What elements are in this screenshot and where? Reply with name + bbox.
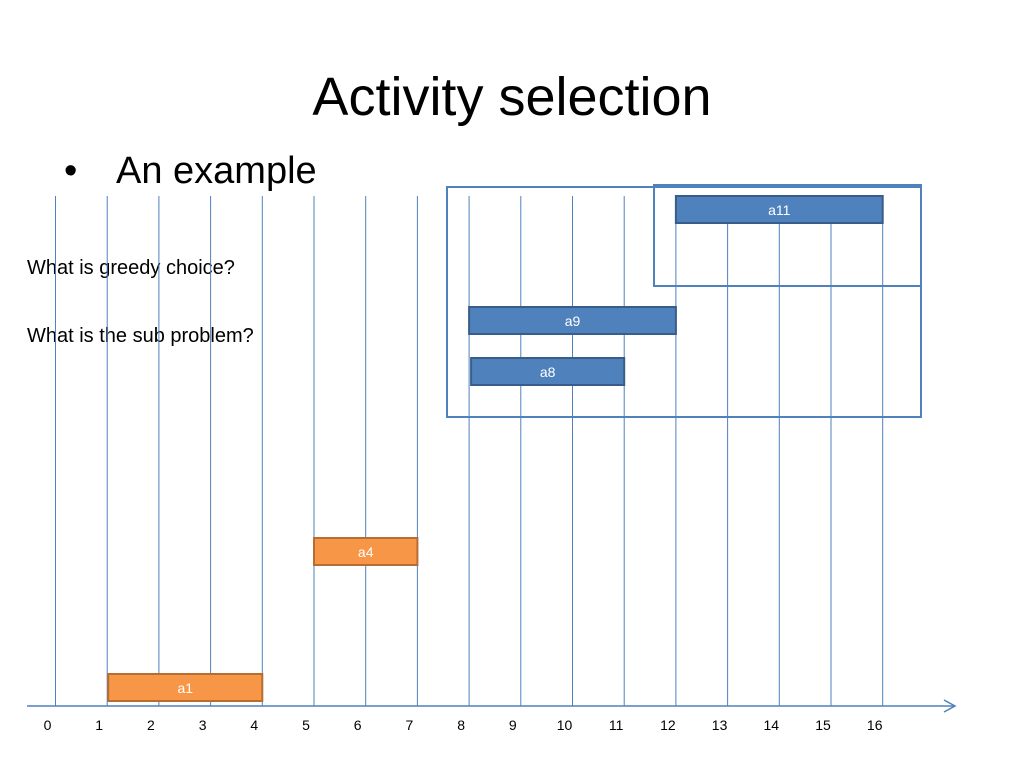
activity-a1: a1 xyxy=(107,673,264,702)
tick-label: 1 xyxy=(95,717,103,733)
activity-bar-a9 xyxy=(468,306,677,335)
activity-a9: a9 xyxy=(468,306,677,335)
subproblem-frame-inner xyxy=(653,184,922,287)
tick-label: 8 xyxy=(457,717,465,733)
bullet-text: An example xyxy=(116,150,317,192)
gridlines xyxy=(55,196,884,706)
tick-label: 2 xyxy=(147,717,155,733)
activity-bar-a4 xyxy=(313,537,419,566)
subproblem-frame-outer xyxy=(446,186,922,418)
tick-label: 10 xyxy=(557,717,573,733)
tick-label: 3 xyxy=(199,717,207,733)
activity-bar-a8 xyxy=(470,357,626,386)
activity-bars: a1 a4 a8 a9 a11 xyxy=(107,195,884,702)
activity-a4: a4 xyxy=(313,537,419,566)
bullet-item: • An example xyxy=(64,148,317,194)
activity-label-a1: a1 xyxy=(177,680,193,696)
activity-label-a9: a9 xyxy=(565,313,581,329)
tick-label: 4 xyxy=(250,717,258,733)
tick-label: 5 xyxy=(302,717,310,733)
activity-label-a11: a11 xyxy=(768,202,791,218)
tick-label: 0 xyxy=(44,717,52,733)
tick-label: 14 xyxy=(764,717,780,733)
activity-bar-a11 xyxy=(674,195,884,224)
slide-title: Activity selection xyxy=(312,67,712,127)
activity-bar-a1 xyxy=(107,673,264,702)
tick-label: 6 xyxy=(354,717,362,733)
tick-label: 16 xyxy=(867,717,883,733)
axis-arrow-icon xyxy=(943,699,957,713)
bullet-dot-icon: • xyxy=(64,150,78,192)
tick-label: 15 xyxy=(815,717,831,733)
tick-label: 9 xyxy=(509,717,517,733)
tick-label: 12 xyxy=(660,717,676,733)
activity-label-a4: a4 xyxy=(358,544,374,560)
tick-label: 7 xyxy=(406,717,414,733)
tick-label: 11 xyxy=(609,717,624,733)
tick-label: 13 xyxy=(712,717,728,733)
sub-problem-question: What is the sub problem? xyxy=(27,325,254,347)
activity-label-a8: a8 xyxy=(540,364,556,380)
activity-a8: a8 xyxy=(470,357,626,386)
subproblem-frames xyxy=(446,184,922,418)
time-axis: 0 1 2 3 4 5 6 7 8 9 10 11 12 13 14 15 16 xyxy=(27,699,957,733)
activity-a11: a11 xyxy=(674,195,884,224)
greedy-choice-question: What is greedy choice? xyxy=(27,257,235,279)
